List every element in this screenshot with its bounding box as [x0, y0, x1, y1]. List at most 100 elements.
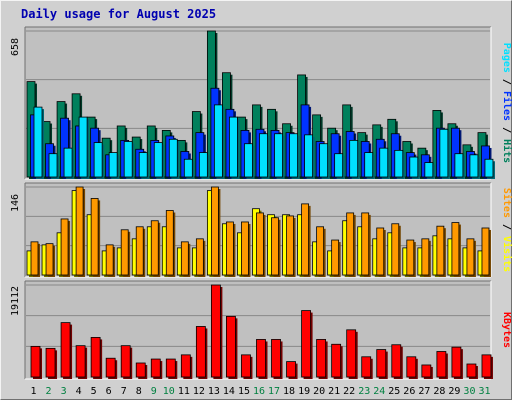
day-label: 8 — [136, 386, 142, 397]
traffic-bar-pages — [394, 149, 404, 178]
kbytes-bar-kbytes — [105, 357, 116, 378]
kbytes-bar-kbytes — [346, 329, 357, 378]
day-label: 23 — [358, 386, 370, 397]
visitors-legend-separator: / — [501, 218, 512, 236]
kbytes-bar-kbytes — [286, 361, 296, 378]
day-label: 10 — [163, 386, 175, 397]
day-label: 29 — [448, 386, 460, 397]
visitors-bar-sites — [346, 212, 355, 276]
visitors-bar-sites — [210, 186, 219, 276]
kbytes-bar-kbytes — [241, 354, 251, 378]
visitors-bar-sites — [376, 227, 385, 276]
traffic-bar-pages — [108, 152, 118, 178]
kbytes-bar-kbytes — [316, 339, 327, 378]
visitors-bar-sites — [180, 241, 189, 276]
visitors-bar-sites — [120, 229, 129, 276]
visitors-bar-sites — [406, 239, 415, 276]
traffic-bar-pages — [63, 147, 73, 178]
traffic-bar-pages — [364, 152, 374, 178]
traffic-bar-pages — [484, 158, 494, 178]
traffic-bar-pages — [48, 153, 58, 178]
visitors-bar-sites — [241, 221, 249, 276]
kbytes-bar-kbytes — [256, 339, 266, 378]
day-label: 24 — [373, 386, 385, 397]
traffic-bar-pages — [198, 152, 208, 178]
visitors-bar-sites — [481, 227, 490, 276]
kbytes-bar-kbytes — [120, 345, 131, 378]
day-label: 30 — [463, 386, 475, 397]
visitors-bar-sites — [45, 243, 54, 276]
day-label: 18 — [283, 386, 295, 397]
visitors-bar-sites — [466, 238, 475, 276]
visitors-bar-sites — [256, 212, 264, 276]
kbytes-bar-kbytes — [481, 354, 492, 378]
kbytes-bar-kbytes — [195, 326, 206, 378]
traffic-bar-pages — [168, 138, 178, 178]
visitors-bar-sites — [105, 244, 114, 276]
day-label: 4 — [76, 386, 82, 397]
day-label: 11 — [178, 386, 190, 397]
visitors-bar-sites — [361, 212, 370, 276]
kbytes-bar-kbytes — [391, 344, 402, 378]
traffic-bar-pages — [244, 143, 253, 178]
visitors-legend: Sites / Visits — [501, 188, 512, 272]
visitors-ymax-label: 146 — [10, 194, 21, 212]
traffic-bar-pages — [123, 141, 133, 178]
traffic-bar-pages — [334, 153, 344, 178]
traffic-bar-pages — [379, 147, 389, 178]
day-label: 15 — [238, 386, 250, 397]
day-label: 13 — [208, 386, 220, 397]
day-label: 9 — [151, 386, 157, 397]
day-label: 21 — [328, 386, 340, 397]
kbytes-bar-kbytes — [376, 349, 387, 378]
visitors-bar-sites — [301, 203, 309, 276]
traffic-legend-separator: / — [501, 121, 512, 139]
kbytes-legend-kbytes: KBytes — [501, 312, 512, 348]
day-label: 12 — [193, 386, 205, 397]
visitors-bar-sites — [195, 238, 204, 276]
day-label: 19 — [298, 386, 310, 397]
kbytes-bar-kbytes — [135, 362, 146, 378]
day-label: 16 — [253, 386, 265, 397]
kbytes-bar-kbytes — [45, 347, 56, 378]
day-label: 22 — [343, 386, 355, 397]
kbytes-bar-kbytes — [75, 345, 86, 378]
kbytes-bar-kbytes — [60, 322, 71, 378]
visitors-legend-sites: Sites — [501, 188, 512, 218]
kbytes-bar-kbytes — [406, 356, 417, 378]
traffic-bar-pages — [349, 139, 359, 178]
traffic-bar-pages — [78, 116, 88, 178]
visitors-bar-sites — [226, 221, 234, 276]
traffic-legend-files: Files — [501, 91, 512, 121]
traffic-legend: Pages / Files / Hits — [501, 43, 512, 163]
kbytes-bar-kbytes — [30, 345, 41, 378]
kbytes-bar-kbytes — [466, 363, 477, 378]
traffic-bar-pages — [259, 133, 268, 178]
visitors-bar-sites — [135, 226, 144, 276]
visitors-bar-sites — [451, 222, 460, 276]
traffic-legend-pages: Pages — [501, 43, 512, 73]
traffic-bar-pages — [439, 128, 449, 178]
kbytes-bar-kbytes — [226, 315, 236, 378]
kbytes-legend: KBytes — [501, 312, 512, 348]
day-label: 20 — [313, 386, 325, 397]
kbytes-ymax-label: 19112 — [10, 286, 21, 316]
day-label: 31 — [478, 386, 490, 397]
day-label: 7 — [121, 386, 127, 397]
day-label: 2 — [46, 386, 52, 397]
kbytes-bar-kbytes — [90, 337, 101, 378]
day-label: 6 — [106, 386, 112, 397]
traffic-bar-pages — [424, 162, 434, 178]
traffic-bar-pages — [454, 153, 464, 178]
visitors-bar-sites — [391, 223, 400, 276]
traffic-bar-pages — [153, 142, 163, 178]
traffic-bar-pages — [469, 154, 479, 178]
traffic-bar-pages — [93, 142, 103, 178]
traffic-legend-hits: Hits — [501, 139, 512, 163]
traffic-bar-pages — [138, 152, 148, 178]
kbytes-bar-kbytes — [436, 351, 447, 378]
chart-title: Daily usage for August 2025 — [21, 7, 217, 21]
visitors-bar-sites — [60, 218, 69, 276]
visitors-bar-sites — [421, 238, 430, 276]
